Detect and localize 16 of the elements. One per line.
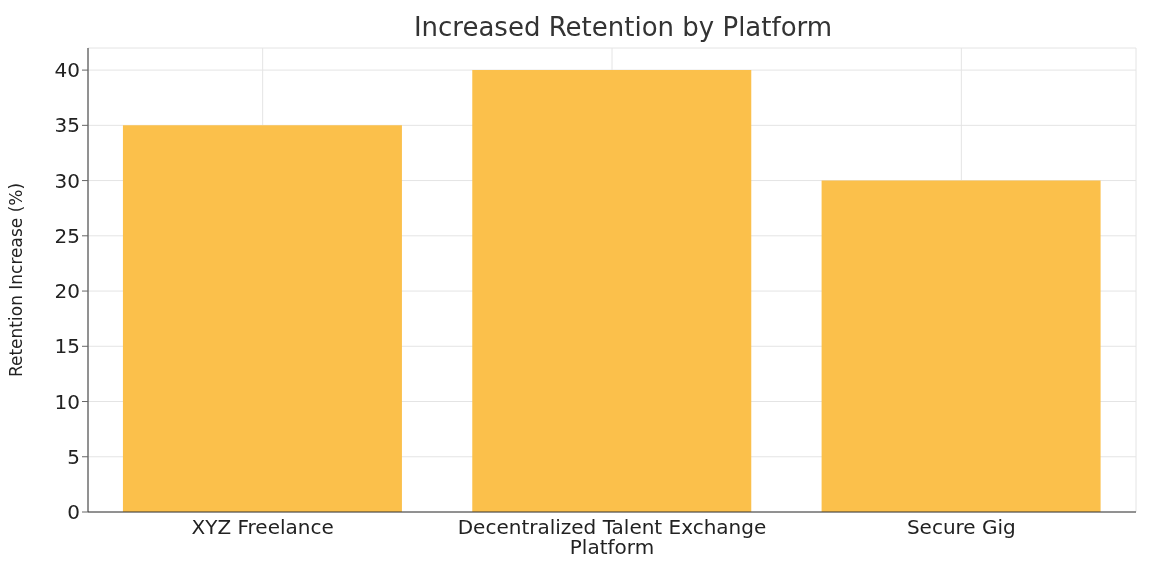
- y-axis-title: Retention Increase (%): [6, 182, 27, 378]
- y-tick-label: 25: [54, 223, 80, 248]
- bar: [472, 70, 752, 512]
- y-tick-label: 5: [67, 444, 80, 469]
- chart-title: Increased Retention by Platform: [412, 12, 834, 42]
- bar: [821, 180, 1101, 512]
- y-tick-label: 30: [54, 168, 80, 193]
- y-tick-label: 40: [54, 58, 80, 83]
- bar: [122, 125, 402, 512]
- y-tick-label: 10: [54, 389, 80, 414]
- y-tick-label: 0: [67, 500, 80, 525]
- x-tick-label: XYZ Freelance: [191, 515, 334, 540]
- y-tick-label: 35: [54, 113, 80, 138]
- y-tick-label: 15: [54, 334, 80, 359]
- x-tick-label: Secure Gig: [906, 515, 1016, 540]
- y-tick-label: 20: [54, 279, 80, 304]
